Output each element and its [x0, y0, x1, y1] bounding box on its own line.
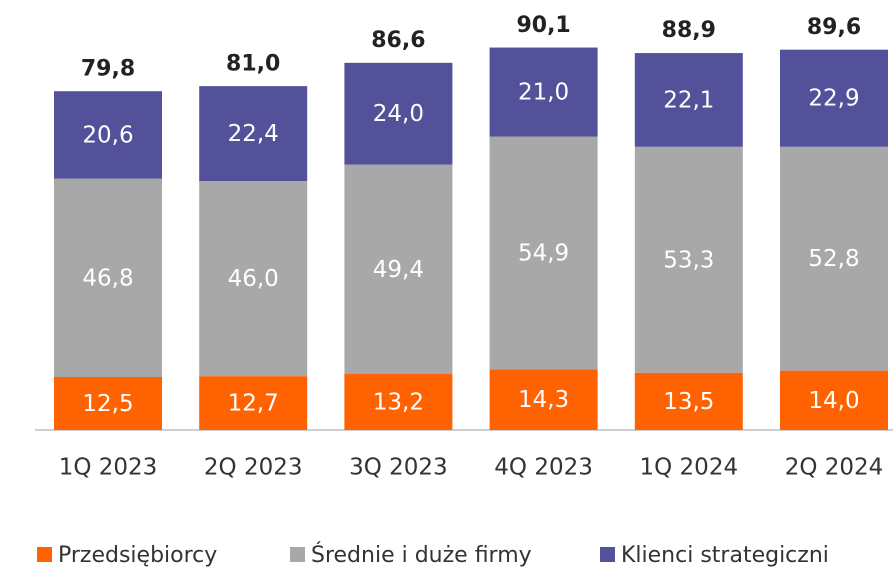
segment-label: 49,4 [373, 257, 424, 283]
legend-label: Przedsiębiorcy [58, 543, 217, 568]
bar-segment [344, 374, 453, 430]
segment-label: 13,2 [373, 390, 424, 416]
bar-segment [634, 372, 743, 430]
segment-label: 14,0 [808, 388, 859, 414]
segment-label: 22,9 [808, 86, 859, 112]
bar-segment [780, 49, 888, 147]
segment-label: 46,8 [82, 265, 133, 291]
bar-segment [634, 53, 743, 147]
total-label: 81,0 [226, 52, 280, 77]
segment-label: 52,8 [808, 246, 859, 272]
segment-label: 46,0 [228, 266, 279, 292]
segment-label: 20,6 [82, 122, 133, 148]
segment-label: 53,3 [663, 247, 714, 273]
x-tick-label: 1Q 2024 [640, 455, 739, 481]
legend-swatch [290, 547, 305, 562]
segment-label: 54,9 [518, 240, 569, 266]
bar-segment [199, 181, 308, 377]
total-label: 86,6 [371, 28, 425, 53]
segment-label: 14,3 [518, 387, 569, 413]
total-label: 90,1 [516, 13, 570, 38]
total-label: 88,9 [662, 18, 716, 43]
segment-label: 24,0 [373, 101, 424, 127]
segment-label: 13,5 [663, 389, 714, 415]
bar-segment [489, 47, 598, 137]
bar-segment [199, 86, 308, 182]
bar-segment [54, 91, 162, 179]
segment-label: 21,0 [518, 80, 569, 106]
bar-segment [199, 376, 308, 430]
bar-segment [634, 146, 743, 373]
bar-segment [54, 377, 162, 430]
bar-segment [489, 136, 598, 370]
total-label: 79,8 [81, 57, 135, 82]
bar-segment [344, 62, 453, 165]
x-tick-label: 3Q 2023 [349, 455, 448, 481]
x-tick-label: 4Q 2023 [494, 455, 593, 481]
legend-label: Klienci strategiczni [621, 543, 829, 568]
legend-swatch [600, 547, 615, 562]
x-tick-label: 2Q 2024 [785, 455, 884, 481]
legend-swatch [37, 547, 52, 562]
segment-label: 12,7 [228, 391, 279, 417]
x-tick-label: 2Q 2023 [204, 455, 303, 481]
bar-segment [780, 146, 888, 371]
bar-segment [54, 178, 162, 377]
total-label: 89,6 [807, 15, 861, 40]
segment-label: 22,4 [228, 121, 279, 147]
segment-label: 22,1 [663, 87, 714, 113]
segment-label: 12,5 [82, 391, 133, 417]
x-tick-label: 1Q 2023 [59, 455, 158, 481]
bar-segment [489, 369, 598, 430]
legend-label: Średnie i duże firmy [311, 542, 532, 568]
bar-segment [344, 164, 453, 375]
bar-segment [780, 370, 888, 430]
